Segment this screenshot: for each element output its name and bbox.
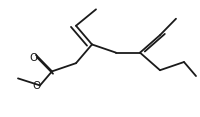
Text: O: O — [30, 53, 38, 63]
Text: O: O — [33, 81, 41, 91]
